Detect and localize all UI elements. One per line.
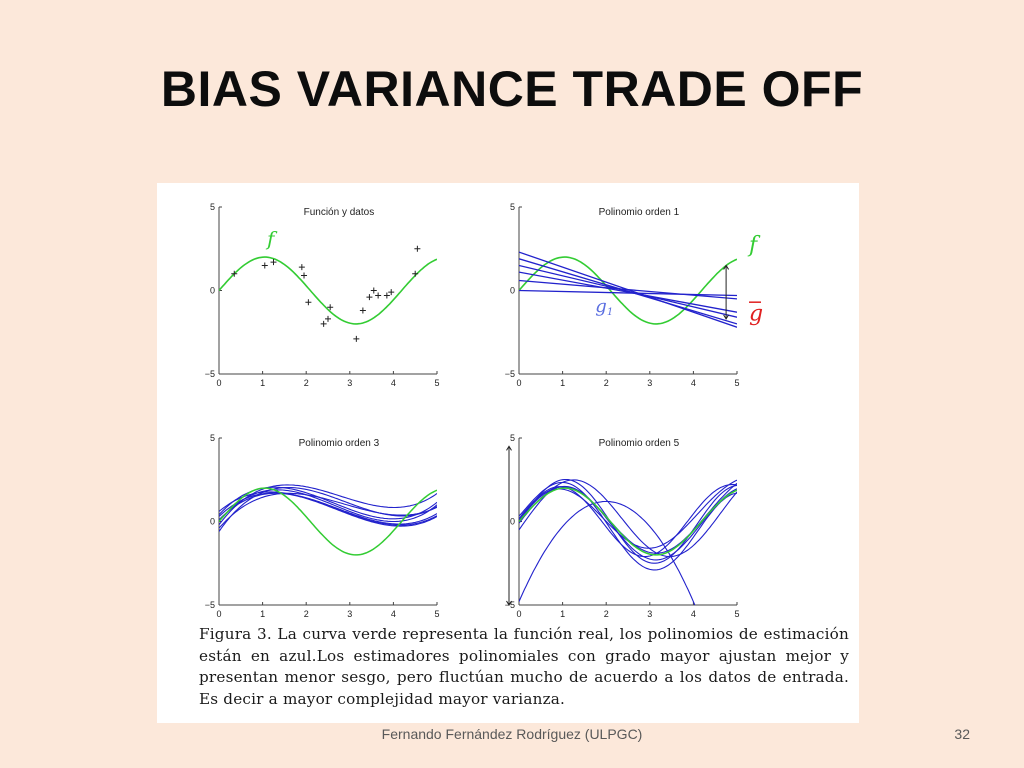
y-tick-label: 0 [210,286,215,296]
estimator-line [519,279,737,300]
x-tick-label: 1 [560,378,565,388]
x-tick-label: 3 [647,378,652,388]
estimator-curve [519,485,737,561]
y-tick-label: 0 [510,517,515,527]
x-tick-label: 0 [516,378,521,388]
true-function-line [219,487,437,556]
x-tick-label: 2 [304,609,309,619]
data-point [301,272,308,279]
estimator-curve [519,481,737,571]
data-point [320,320,327,327]
page-number: 32 [954,726,970,742]
data-point [270,259,277,266]
plot-panel-3 [218,437,438,606]
x-tick-label: 1 [260,378,265,388]
plot-area [519,251,737,328]
data-point [298,264,305,271]
data-point [359,307,366,314]
true-function-line [519,256,737,325]
data-point [231,270,238,277]
plot-title: Polinomio orden 5 [599,438,680,449]
plot-panel-2 [518,206,761,375]
true-function-line [219,256,437,325]
x-tick-label: 0 [216,609,221,619]
x-tick-label: 2 [304,378,309,388]
label-f: f [747,233,761,258]
data-point [370,287,377,294]
estimator-line [519,289,737,297]
plot-area [219,484,437,556]
estimator-line [519,264,737,318]
x-tick-label: 2 [604,609,609,619]
y-tick-label: 0 [510,286,515,296]
data-point [327,304,334,311]
plot-title: Polinomio orden 1 [599,207,680,218]
data-point [375,292,382,299]
arrow-head-up [506,445,512,451]
y-tick-label: 0 [210,517,215,527]
data-point [383,292,390,299]
x-tick-label: 3 [347,609,352,619]
y-tick-label: 5 [210,433,215,443]
estimator-curve [519,479,737,558]
x-tick-label: 1 [260,609,265,619]
slide-title: BIAS VARIANCE TRADE OFF [160,61,864,117]
slide-footer: Fernando Fernández Rodríguez (ULPGC) [381,726,643,742]
y-tick-label: 5 [510,202,515,212]
plot-title: Polinomio orden 3 [299,438,380,449]
estimator-curve [219,484,437,526]
x-tick-label: 4 [391,609,396,619]
figure-image: 0 1 2 3 4 5 5 0 −5 Función y datos f 0 1 2 3 4 5 5 0 −5 Poli… [157,183,859,723]
y-tick-label: 5 [510,433,515,443]
y-tick-label: −5 [205,369,215,379]
estimator-curve [219,492,437,529]
estimator-line [519,271,737,313]
data-point [388,289,395,296]
data-point [305,299,312,306]
label-g1: g1 [595,296,613,318]
estimator-curve [519,478,737,564]
x-tick-label: 5 [434,609,439,619]
true-function-line [519,487,737,556]
estimator-curve [219,491,437,526]
x-tick-label: 3 [647,609,652,619]
data-point [325,315,331,322]
arrow-head-down [506,600,512,606]
data-point [412,270,419,277]
x-tick-label: 3 [347,378,352,388]
data-point [261,262,268,269]
plot-area [519,478,737,605]
y-tick-label: −5 [205,600,215,610]
x-tick-label: 0 [516,609,521,619]
plot-area [219,245,437,342]
x-tick-label: 0 [216,378,221,388]
x-tick-label: 4 [691,609,696,619]
label-f: f [265,226,278,250]
label-g-bar: g [749,302,763,327]
x-tick-label: 5 [434,378,439,388]
data-point [414,245,421,252]
x-tick-label: 4 [691,378,696,388]
x-tick-label: 2 [604,378,609,388]
y-tick-label: −5 [505,369,515,379]
data-point [353,335,360,342]
x-tick-label: 1 [560,609,565,619]
plot-title: Función y datos [304,207,375,218]
plot-panel-4 [506,437,738,606]
estimator-curve [219,492,437,525]
data-point [366,294,373,301]
estimator-curve [519,500,696,605]
y-tick-label: 5 [210,202,215,212]
figure-caption: Figura 3. La curva verde representa la f… [199,625,849,708]
x-tick-label: 4 [391,378,396,388]
arrow-head-down [723,314,730,320]
x-tick-label: 5 [734,378,739,388]
arrow-head-up [723,264,730,270]
plot-panel-1 [218,206,438,375]
x-tick-label: 5 [734,609,739,619]
y-tick-label: −5 [505,600,515,610]
